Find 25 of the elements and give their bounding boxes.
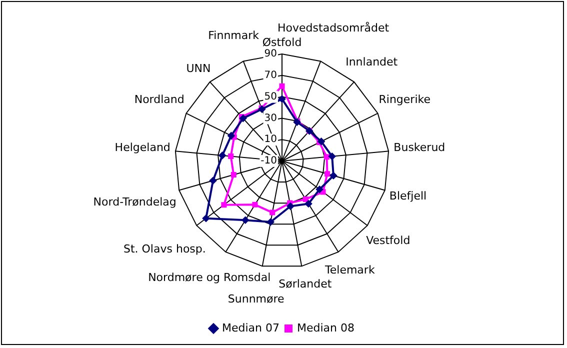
y-tick-label: 10 (264, 134, 277, 146)
spoke-label: Nordland (134, 92, 184, 106)
spoke-label: Vestfold (366, 234, 410, 248)
spoke-label: UNN (186, 62, 211, 76)
spoke-label: Helgeland (114, 140, 170, 154)
spoke-label: Telemark (324, 264, 376, 277)
spoke-label: Sunnmøre (228, 292, 285, 306)
spoke-label: Hovedstadsområdet (278, 21, 390, 34)
spoke-label: Nord-Trøndelag (93, 196, 176, 209)
y-tick-label: 50 (264, 91, 277, 102)
legend-label: Median 08 (297, 321, 355, 334)
spoke-label: Østfold (262, 36, 302, 49)
spoke-label: Sørlandet (278, 278, 332, 291)
spoke-label: Buskerud (394, 141, 446, 154)
spoke-label: Finnmark (208, 28, 260, 42)
y-tick-label: 30 (264, 112, 277, 124)
spoke-label: Blefjell (389, 190, 427, 203)
y-tick-label: 70 (264, 70, 277, 81)
legend-label: Median 07 (222, 321, 280, 334)
spoke-label: Innlandet (346, 56, 398, 69)
y-tick-label: -10 (260, 156, 277, 167)
spoke-label: St. Olavs hosp. (123, 242, 206, 256)
y-tick-label: 90 (264, 48, 277, 60)
spoke-label: Ringerike (378, 92, 431, 106)
spoke-label: Nordmøre og Romsdal (148, 271, 271, 284)
